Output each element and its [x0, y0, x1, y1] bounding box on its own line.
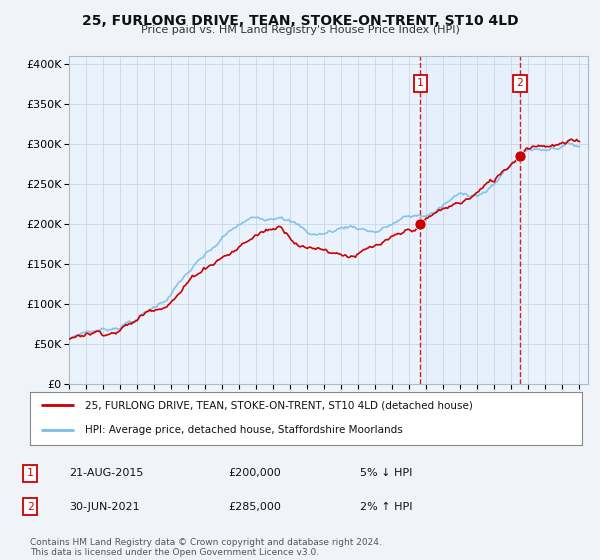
Text: 25, FURLONG DRIVE, TEAN, STOKE-ON-TRENT, ST10 4LD (detached house): 25, FURLONG DRIVE, TEAN, STOKE-ON-TRENT,…: [85, 400, 473, 410]
Text: 30-JUN-2021: 30-JUN-2021: [69, 502, 140, 512]
Text: 2: 2: [517, 78, 523, 88]
Text: Contains HM Land Registry data © Crown copyright and database right 2024.
This d: Contains HM Land Registry data © Crown c…: [30, 538, 382, 557]
Text: £285,000: £285,000: [228, 502, 281, 512]
Text: 2% ↑ HPI: 2% ↑ HPI: [360, 502, 413, 512]
Text: 5% ↓ HPI: 5% ↓ HPI: [360, 468, 412, 478]
Text: HPI: Average price, detached house, Staffordshire Moorlands: HPI: Average price, detached house, Staf…: [85, 425, 403, 435]
Text: £200,000: £200,000: [228, 468, 281, 478]
Bar: [420, 56, 520, 384]
Text: 25, FURLONG DRIVE, TEAN, STOKE-ON-TRENT, ST10 4LD: 25, FURLONG DRIVE, TEAN, STOKE-ON-TRENT,…: [82, 14, 518, 28]
Text: 2: 2: [26, 502, 34, 512]
Text: Price paid vs. HM Land Registry's House Price Index (HPI): Price paid vs. HM Land Registry's House …: [140, 25, 460, 35]
Text: 1: 1: [26, 468, 34, 478]
Text: 1: 1: [417, 78, 424, 88]
Text: 21-AUG-2015: 21-AUG-2015: [69, 468, 143, 478]
